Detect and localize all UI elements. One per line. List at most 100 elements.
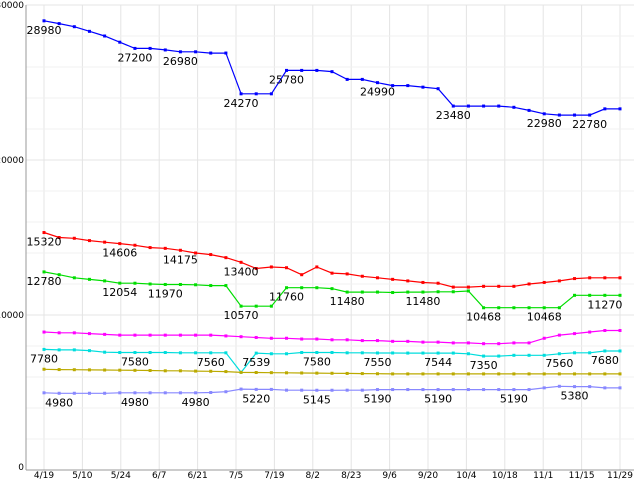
data-label: 28980 [27, 24, 62, 37]
data-label: 14175 [163, 253, 198, 266]
data-point [148, 333, 152, 337]
data-label: 11480 [405, 295, 440, 308]
data-label: 5380 [561, 390, 589, 403]
data-label: 12780 [27, 275, 62, 288]
data-point [254, 92, 258, 96]
data-point [557, 113, 561, 117]
data-label: 7580 [121, 356, 149, 369]
data-point [315, 351, 319, 355]
data-point [103, 391, 107, 395]
x-tick-label: 10/4 [456, 471, 476, 480]
data-point [285, 68, 289, 72]
data-point [254, 304, 258, 308]
data-point [148, 282, 152, 286]
y-tick-label: 30000 [0, 1, 24, 11]
data-point [527, 306, 531, 310]
data-point [285, 388, 289, 392]
data-point [603, 372, 607, 376]
data-point [482, 104, 486, 108]
data-point [300, 337, 304, 341]
data-label: 11760 [269, 291, 304, 304]
data-point [224, 51, 228, 55]
data-point [421, 280, 425, 284]
data-point [330, 70, 334, 74]
x-tick-label: 4/19 [34, 471, 54, 480]
data-label: 10570 [224, 309, 259, 322]
data-label: 27200 [117, 51, 152, 64]
x-tick-label: 6/7 [152, 471, 166, 480]
data-point [57, 348, 61, 352]
data-point [588, 113, 592, 117]
data-point [254, 387, 258, 391]
data-label: 4980 [121, 396, 149, 409]
data-point [209, 284, 213, 288]
data-point [315, 286, 319, 290]
data-point [588, 372, 592, 376]
data-label: 10468 [527, 311, 562, 324]
data-point [527, 282, 531, 286]
data-point [482, 388, 486, 392]
data-point [421, 351, 425, 355]
data-point [391, 291, 395, 295]
data-point [512, 306, 516, 310]
data-point [618, 107, 622, 111]
data-point [269, 352, 273, 356]
data-point [178, 248, 182, 252]
data-point [436, 372, 440, 376]
data-point [588, 330, 592, 334]
data-point [239, 92, 243, 96]
data-label: 22780 [572, 118, 607, 131]
y-tick-label: 0 [18, 463, 24, 473]
data-point [103, 34, 107, 38]
data-point [163, 282, 167, 286]
x-tick-label: 11/1 [533, 471, 553, 480]
data-point [42, 19, 46, 23]
data-point [163, 48, 167, 52]
data-point [603, 107, 607, 111]
data-point [451, 388, 455, 392]
data-point [618, 372, 622, 376]
data-point [360, 77, 364, 81]
data-point [103, 332, 107, 336]
data-label: 5190 [363, 393, 391, 406]
data-point [254, 335, 258, 339]
data-point [42, 367, 46, 371]
data-point [178, 333, 182, 337]
data-point [254, 267, 258, 270]
data-point [542, 280, 546, 284]
data-point [618, 293, 622, 297]
data-point [588, 385, 592, 389]
data-point [360, 372, 364, 376]
data-point [133, 391, 137, 395]
data-point [542, 386, 546, 390]
data-point [103, 350, 107, 354]
data-point [239, 370, 243, 374]
data-point [391, 339, 395, 343]
data-point [315, 337, 319, 341]
data-labels: 28980 27200 26980 24270 25780 24990 23480 22980… [27, 24, 623, 409]
data-point [178, 369, 182, 373]
data-point [118, 242, 122, 246]
data-point [527, 353, 531, 357]
data-point [542, 372, 546, 376]
data-point [330, 351, 334, 355]
data-point [315, 265, 319, 269]
data-point [118, 333, 122, 337]
data-point [209, 51, 213, 55]
data-point [315, 388, 319, 392]
data-point [542, 306, 546, 310]
data-point [482, 372, 486, 376]
data-point [209, 391, 213, 394]
data-point [87, 391, 91, 395]
data-label: 13400 [224, 265, 259, 278]
data-point [148, 246, 152, 250]
data-label: 5190 [424, 393, 452, 406]
data-point [375, 388, 379, 392]
data-point [133, 368, 137, 372]
data-point [360, 388, 364, 392]
x-tick-label: 7/19 [264, 471, 284, 480]
data-point [466, 104, 470, 108]
x-tick-label: 11/15 [569, 471, 595, 480]
data-label: 4980 [182, 396, 210, 409]
